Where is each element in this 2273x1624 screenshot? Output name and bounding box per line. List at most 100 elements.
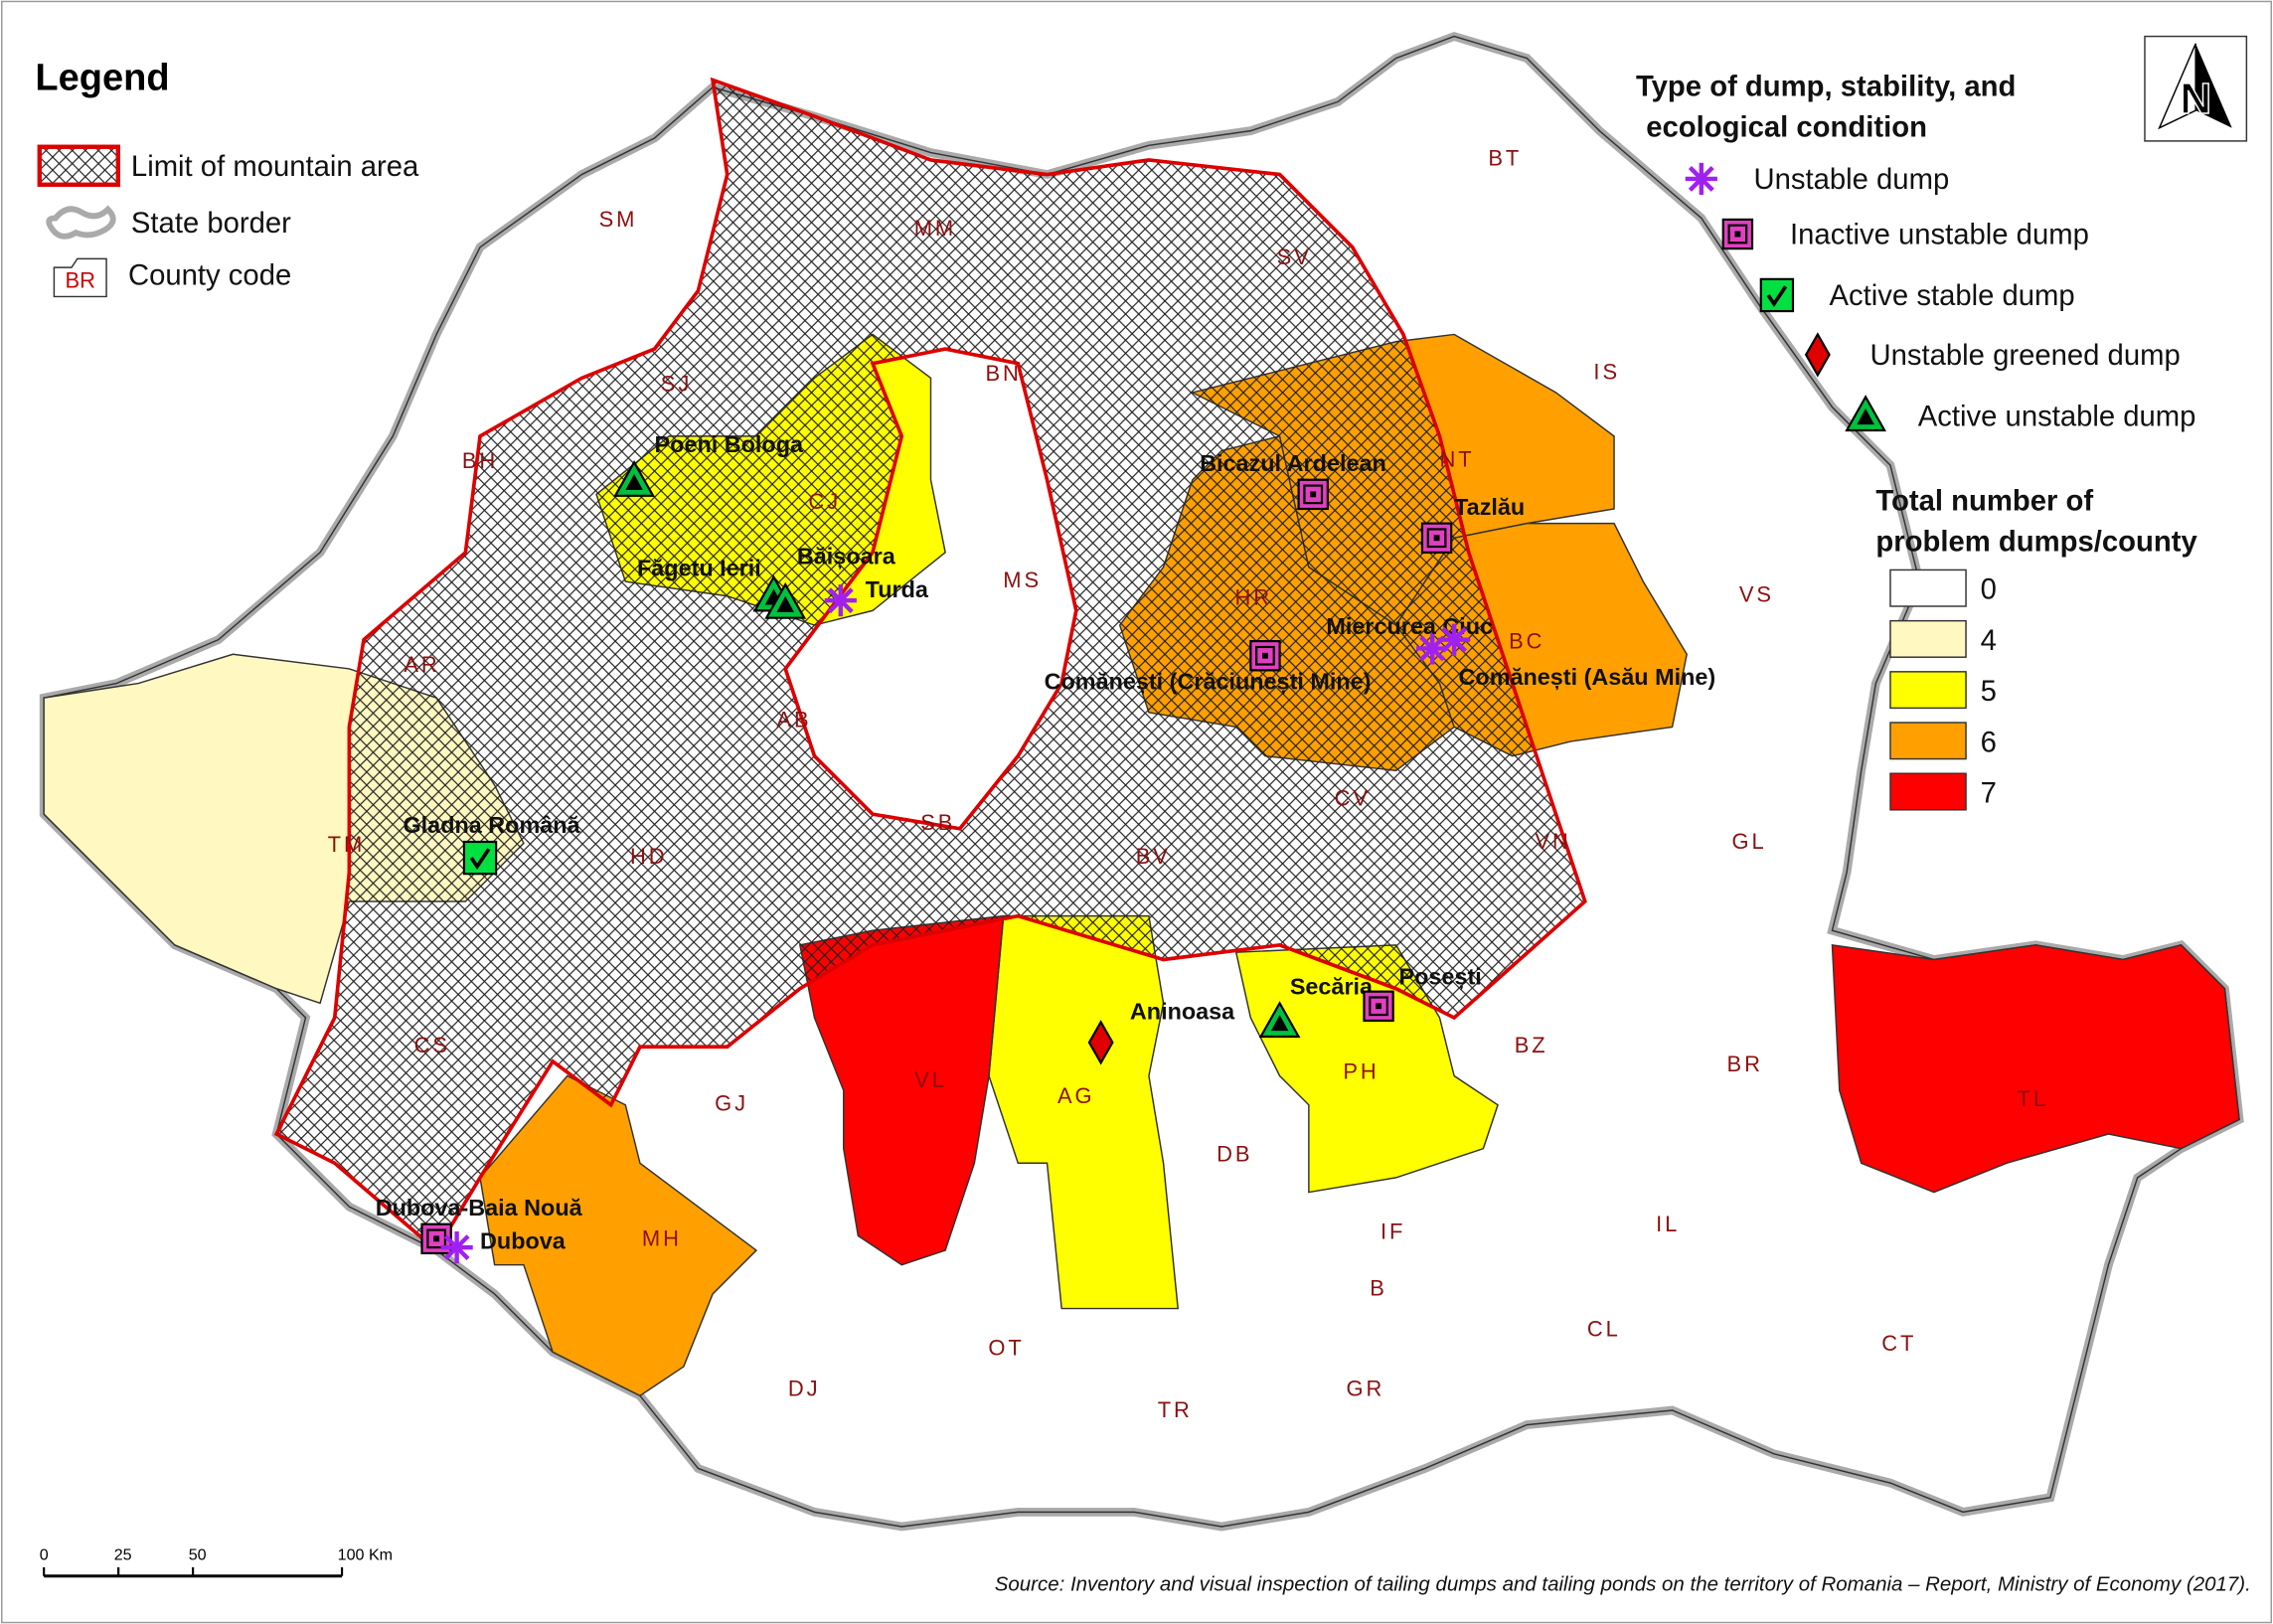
site-label: Dubova: [480, 1228, 567, 1254]
county-code: TR: [1158, 1397, 1193, 1422]
count-legend-label: 0: [1981, 574, 1997, 606]
site-label: Comănești (Crăciunești Mine): [1045, 668, 1372, 695]
count-legend-swatch: [1889, 619, 1967, 658]
county-code: IS: [1593, 360, 1620, 385]
dump-legend-item: Active unstable dump: [1918, 402, 2196, 433]
site-label: Băișoara: [797, 544, 896, 570]
scale-label: 0: [40, 1546, 49, 1564]
inactive-unstable-symbol: [433, 1235, 440, 1242]
site-label: Poeni Bologa: [655, 431, 804, 457]
count-legend-title: Total number of: [1875, 485, 2093, 517]
active-unstable-symbol: [625, 473, 643, 490]
inactive-unstable-symbol: [1727, 224, 1748, 244]
count-legend-swatch: [1889, 722, 1967, 760]
county-fill: [988, 914, 1179, 1310]
inactive-unstable-symbol: [1734, 231, 1741, 238]
site-label: Gladna Română: [403, 812, 580, 838]
county-code: VS: [1739, 582, 1774, 607]
county-code: AR: [404, 652, 439, 677]
county-code: DJ: [788, 1376, 821, 1400]
count-legend-label: 4: [1981, 625, 1997, 657]
unstable-dump-symbol: [1441, 626, 1468, 653]
county-code: MS: [1003, 568, 1042, 592]
county-code: BR: [1727, 1052, 1763, 1076]
active-stable-symbol: [1759, 277, 1795, 313]
site-label: Comănești (Asău Mine): [1459, 664, 1716, 691]
county-code: BZ: [1515, 1033, 1548, 1057]
county-code: IF: [1380, 1218, 1405, 1243]
inactive-unstable-symbol: [1262, 652, 1268, 659]
county-code: CV: [1335, 785, 1371, 810]
inactive-unstable-symbol: [1303, 484, 1324, 505]
county-code: PH: [1343, 1058, 1379, 1083]
county-code: SJ: [661, 371, 692, 396]
legend-item: County code: [128, 260, 291, 292]
dump-legend-item: Inactive unstable dump: [1790, 220, 2089, 251]
site-label: Posești: [1399, 963, 1482, 990]
county-code: MM: [914, 216, 956, 241]
scale-label: 50: [189, 1546, 207, 1564]
dump-legend-title: Type of dump, stability, and: [1636, 72, 2016, 103]
inactive-unstable-symbol: [1255, 645, 1275, 666]
site-label: Făgetu Ierii: [637, 555, 761, 580]
county-code: VN: [1535, 829, 1570, 854]
site-label: Turda: [866, 576, 929, 602]
county-code: SM: [599, 207, 638, 232]
count-legend-label: 5: [1981, 676, 1997, 708]
source: Source: Inventory and visual inspection …: [995, 1572, 2251, 1595]
county-code: DB: [1217, 1142, 1252, 1167]
north-arrow: [2158, 43, 2196, 130]
active-stable-symbol: [469, 848, 491, 871]
county-code: BC: [1509, 628, 1544, 653]
county-code: AB: [776, 707, 811, 731]
county-fill: [479, 1074, 758, 1397]
county-code: BH: [462, 448, 498, 473]
site-label: Miercurea Ciuc: [1326, 613, 1493, 639]
county-code: SB: [920, 810, 955, 835]
county-code: B: [1370, 1275, 1387, 1300]
unstable-dump-symbol: [443, 1234, 470, 1261]
inactive-unstable-symbol: [1433, 535, 1440, 542]
count-legend-label: 7: [1981, 777, 1997, 809]
county-code: BT: [1488, 146, 1522, 171]
inactive-unstable-symbol: [1369, 996, 1388, 1017]
dump-legend-title: ecological condition: [1646, 112, 1927, 144]
mountain-area: [273, 77, 1587, 1253]
county-code: BN: [985, 361, 1021, 386]
greened-dump-symbol: [1804, 332, 1831, 378]
legend-item: State border: [131, 208, 291, 240]
count-legend-swatch: [1889, 568, 1967, 607]
county-code: GJ: [715, 1091, 748, 1116]
county-code: IL: [1656, 1212, 1680, 1236]
county-fill: [1831, 944, 2240, 1194]
legend-title: Legend: [35, 58, 169, 99]
active-unstable-symbol: [776, 595, 794, 612]
county-code: GL: [1732, 829, 1767, 854]
county-code: GR: [1347, 1376, 1385, 1400]
county-code: CT: [1881, 1331, 1916, 1356]
legend-item: Limit of mountain area: [131, 151, 419, 183]
county-code: TM: [328, 832, 366, 857]
site-label: Bicazul Ardelean: [1200, 450, 1386, 476]
county-code: NT: [1440, 447, 1475, 472]
county-code: CL: [1587, 1316, 1621, 1341]
county-code: MH: [642, 1226, 682, 1251]
county-code: TL: [2018, 1086, 2048, 1111]
inactive-unstable-symbol: [1310, 491, 1317, 498]
dump-legend-item: Active stable dump: [1830, 280, 2075, 312]
count-legend-label: 6: [1981, 727, 1997, 758]
overlay-layer: TM CJ AG PH HR NT BC MH VL TL SM MM BT SV IS SJ BN BH MS VS…: [40, 146, 2196, 1578]
county-code: HD: [630, 844, 668, 869]
county-code: OT: [988, 1335, 1024, 1360]
unstable-dump-symbol: [827, 587, 854, 614]
county-code: CJ: [808, 489, 841, 514]
greened-dump-symbol: [1087, 1020, 1114, 1065]
scale-label: 100 Km: [338, 1546, 393, 1564]
site-label: Secăria: [1290, 974, 1374, 1000]
north-label: N: [2180, 75, 2211, 123]
legend-border-swatch: [46, 205, 116, 240]
legend-mountain-swatch: [37, 144, 120, 187]
count-legend-title: problem dumps/county: [1875, 526, 2197, 558]
county-code: VL: [914, 1067, 947, 1092]
